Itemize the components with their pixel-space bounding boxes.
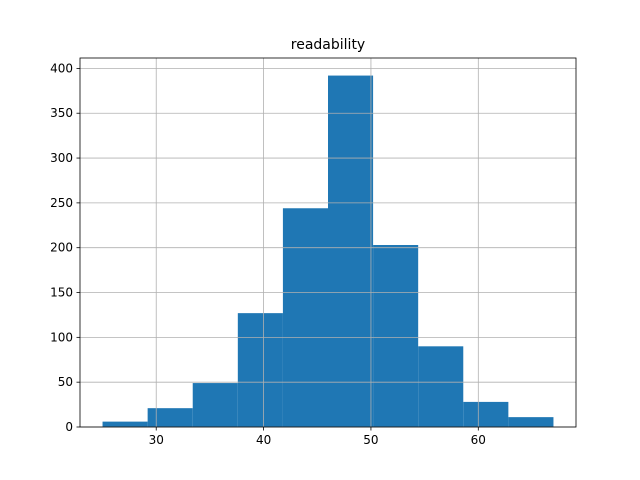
bar xyxy=(418,346,464,427)
y-tick-label: 50 xyxy=(58,375,73,389)
bar xyxy=(102,421,148,427)
bar xyxy=(328,75,374,428)
y-tick-label: 300 xyxy=(50,151,73,165)
x-tick-label: 60 xyxy=(471,433,486,447)
y-tick-label: 0 xyxy=(65,420,73,434)
bar xyxy=(282,208,328,427)
bar xyxy=(463,401,509,427)
bar xyxy=(508,417,554,427)
bar xyxy=(373,245,419,427)
x-tick-label: 40 xyxy=(256,433,271,447)
x-tick-label: 50 xyxy=(363,433,378,447)
bar xyxy=(192,383,238,427)
plot-frame xyxy=(79,57,577,428)
y-tick-label: 350 xyxy=(50,106,73,120)
y-tick-label: 250 xyxy=(50,196,73,210)
bar xyxy=(237,313,283,427)
y-tick-label: 150 xyxy=(50,286,73,300)
chart-title: readability xyxy=(291,37,365,53)
x-tick-label: 30 xyxy=(149,433,164,447)
bar xyxy=(147,408,193,427)
y-tick-label: 400 xyxy=(50,61,73,75)
y-tick-label: 100 xyxy=(50,330,73,344)
y-tick-label: 200 xyxy=(50,241,73,255)
